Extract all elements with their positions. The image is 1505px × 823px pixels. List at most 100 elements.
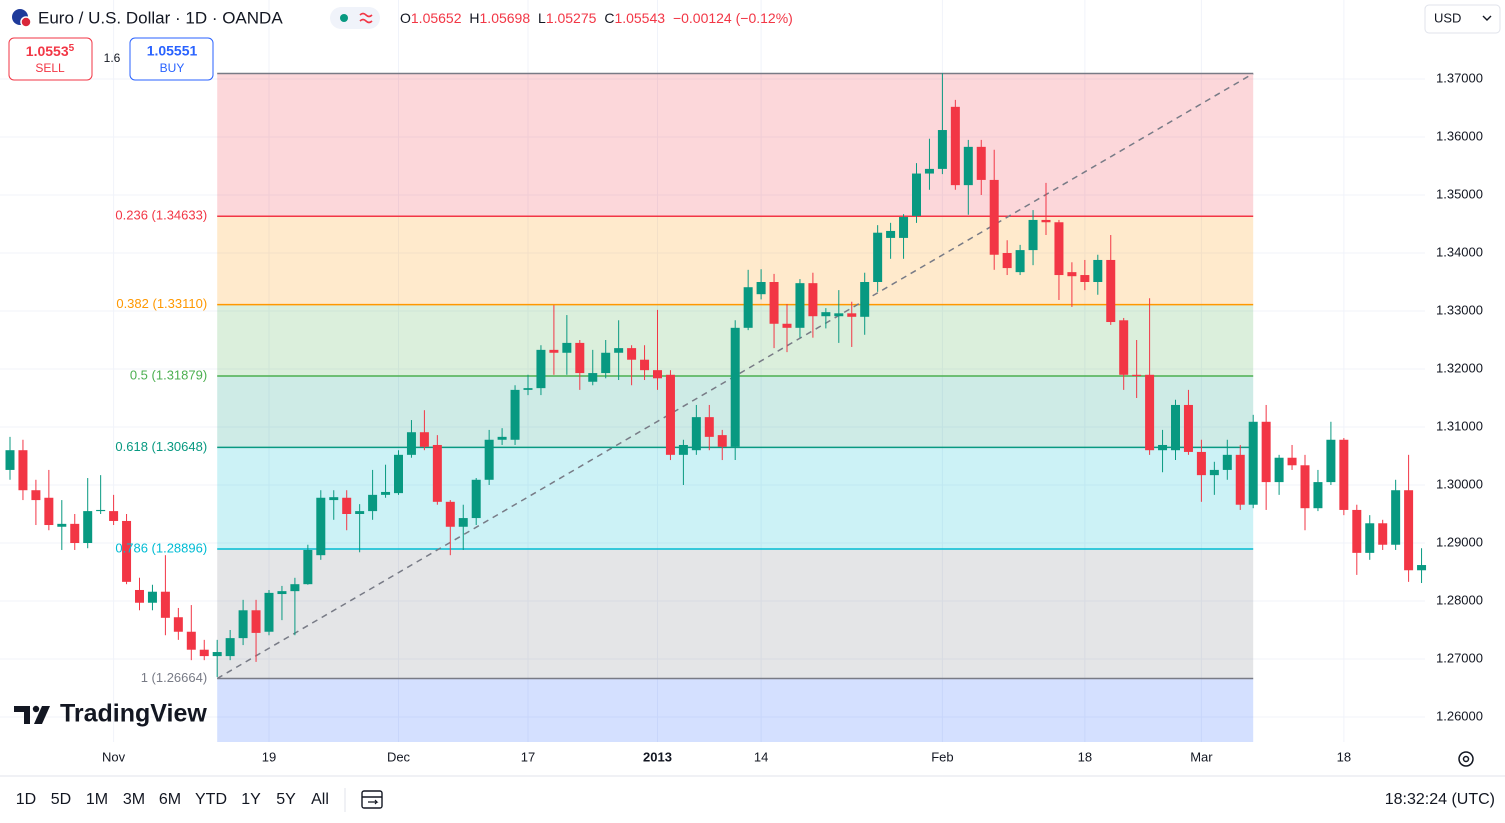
candle-body (1119, 320, 1129, 375)
candle-body (1378, 523, 1388, 545)
x-tick-label: 2013 (643, 749, 672, 764)
candle-body (1404, 490, 1414, 571)
candle-body (912, 173, 921, 216)
candle-body (173, 617, 183, 632)
buy-button[interactable]: 1.05551 BUY (129, 37, 214, 81)
y-tick-label: 1.27000 (1436, 650, 1483, 665)
candle-body (1080, 275, 1090, 282)
candle-body (899, 217, 909, 238)
range-button[interactable]: All (311, 791, 329, 808)
candle-body (1132, 374, 1142, 376)
candle-body (199, 649, 209, 657)
range-button[interactable]: 3M (123, 791, 145, 808)
candle-body (860, 281, 870, 317)
candle-body (575, 342, 585, 374)
currency-select[interactable]: USD (1424, 4, 1501, 34)
ohlc-value: 1.05698 (480, 10, 531, 26)
candle-body (57, 523, 67, 527)
range-button[interactable]: 1M (86, 791, 108, 808)
date-range-icon[interactable] (361, 790, 383, 809)
range-button[interactable]: 6M (159, 791, 181, 808)
settings-icon[interactable] (1458, 751, 1474, 767)
candle-body (1171, 404, 1180, 451)
candle-body (976, 146, 986, 180)
candle-body (1313, 482, 1323, 509)
fib-band (217, 678, 1254, 742)
fib-level-label: 0.5 (1.31879) (130, 367, 207, 382)
candle-body (1235, 454, 1245, 505)
range-button[interactable]: 1D (16, 791, 36, 808)
fib-band (217, 447, 1254, 550)
ohlc-key: L (538, 10, 546, 26)
ohlc-key: O (400, 10, 411, 26)
candle-body (432, 444, 442, 502)
y-tick-label: 1.26000 (1436, 708, 1483, 723)
candle-body (743, 287, 753, 328)
sell-price-text: 1.05535 (26, 43, 75, 59)
candle-body (536, 349, 546, 389)
x-tick-label: Nov (102, 749, 126, 764)
candle-body (1222, 454, 1232, 470)
range-button[interactable]: 5Y (276, 791, 296, 808)
candle-body (653, 370, 662, 379)
range-button[interactable]: 5D (51, 791, 71, 808)
ohlc-value: 1.05275 (546, 10, 597, 26)
candle-body (368, 494, 378, 512)
ohlc-value: 1.05543 (614, 10, 665, 26)
candle-body (1041, 219, 1051, 223)
candle-body (510, 389, 520, 440)
candle-body (70, 523, 80, 544)
sell-button[interactable]: 1.05535 SELL (8, 37, 93, 81)
candle-body (303, 549, 313, 585)
candle-body (1158, 444, 1168, 451)
candle-body (1015, 250, 1025, 273)
market-status[interactable] (330, 7, 380, 29)
candle-body (834, 313, 844, 317)
logo: TradingView (14, 700, 207, 728)
candle-body (989, 179, 999, 255)
candle-body (1300, 465, 1310, 509)
candle-body (950, 106, 960, 186)
fib-level-label: 0.618 (1.30648) (115, 439, 207, 454)
candle-body (1274, 457, 1284, 483)
fib-level-label: 1 (1.26664) (141, 670, 208, 685)
ohlc-value: 1.05652 (411, 10, 462, 26)
x-tick-label: 19 (262, 749, 276, 764)
candle-body (160, 591, 170, 618)
candle-body (523, 388, 533, 390)
y-tick-label: 1.28000 (1436, 592, 1483, 607)
candle-body (96, 509, 106, 512)
candle-body (419, 432, 429, 447)
y-tick-label: 1.32000 (1436, 360, 1483, 375)
candle-body (44, 497, 54, 526)
candle-body (795, 283, 805, 328)
candle-body (937, 130, 947, 169)
candle-body (821, 312, 831, 317)
range-button[interactable]: 1Y (241, 791, 261, 808)
x-tick-label: Mar (1190, 749, 1213, 764)
spread: 1.6 (104, 51, 121, 65)
y-tick-label: 1.36000 (1436, 128, 1483, 143)
y-tick-label: 1.33000 (1436, 302, 1483, 317)
overlay: Euro / U.S. Dollar · 1D · OANDA O1.05652… (0, 4, 1505, 812)
fib-level-label: 0.236 (1.34633) (115, 208, 207, 223)
candle-body (342, 497, 352, 515)
candle-body (1352, 509, 1362, 553)
candle-body (290, 584, 300, 592)
candle-body (1326, 439, 1336, 483)
candle-body (1209, 469, 1219, 476)
candle-body (769, 281, 779, 324)
symbol-title[interactable]: Euro / U.S. Dollar · 1D · OANDA (38, 8, 283, 27)
candle-body (186, 631, 196, 650)
fib-band (217, 216, 1254, 305)
candle-body (963, 146, 973, 186)
candle-body (1054, 222, 1064, 276)
candle-body (1183, 404, 1193, 452)
candle-body (212, 652, 222, 657)
range-button[interactable]: YTD (195, 791, 227, 808)
candle-body (5, 450, 15, 470)
fib-level-label: 0.382 (1.33110) (116, 296, 207, 311)
candle-body (484, 439, 494, 480)
candle-body (756, 281, 766, 295)
